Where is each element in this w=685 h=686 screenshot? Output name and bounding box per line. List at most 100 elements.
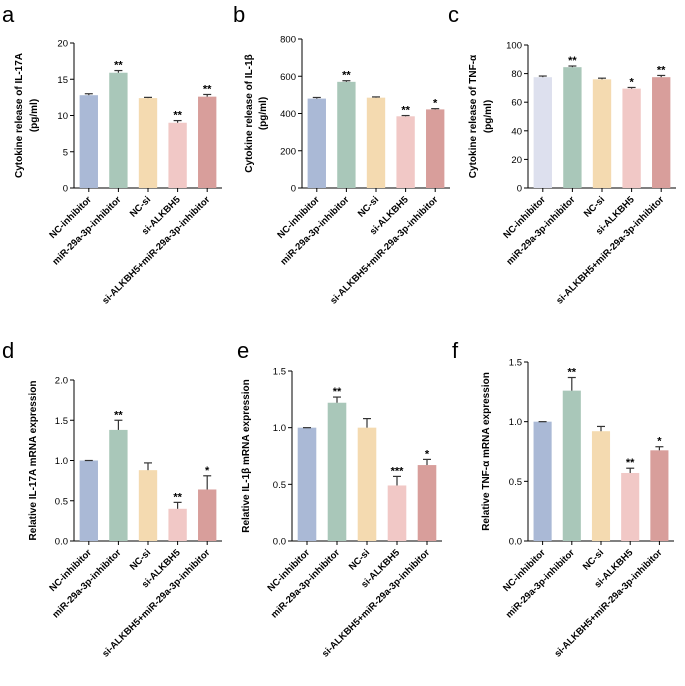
bar [650,450,669,541]
bar [426,109,445,188]
y-tick-label: 60 [511,98,522,109]
significance-label: * [433,98,438,110]
y-tick-label: 1.0 [55,456,68,467]
significance-label: ** [173,110,182,122]
panel-f: f 0.0 0.5 1.0 1.5 Relative TNF-α mRNA express… [452,338,674,659]
x-tick-label: si-ALKBH5+miR-29a-3p-inhibitor [100,194,212,306]
x-tick-label: si-ALKBH5+miR-29a-3p-inhibitor [554,194,666,306]
y-tick-label: 0.0 [273,537,286,548]
x-tick-label: si-ALKBH5+miR-29a-3p-inhibitor [320,547,432,659]
panel-d: d 0.0 0.5 1.0 1.5 2.0 Relative IL-17A mRNA exp… [2,338,222,659]
y-axis-label: Relative IL-17A mRNA expression [28,381,39,541]
bar [591,431,611,541]
bar [168,122,187,188]
bar [138,470,158,541]
y-tick-label: 15 [57,75,68,86]
y-tick-label: 5 [63,147,68,158]
y-tick-label: 600 [280,72,296,83]
y-tick-label: 20 [511,155,522,166]
y-tick-label: 0.5 [55,496,68,507]
y-tick-label: 1.5 [509,358,522,369]
y-tick-label: 2.0 [55,376,68,387]
significance-label: ** [114,409,123,421]
y-tick-label: 0.5 [509,477,522,488]
x-tick-label: si-ALKBH5+miR-29a-3p-inhibitor [552,547,664,659]
bar [366,97,386,188]
x-tick-label: NC-si [356,194,381,219]
significance-label: ** [626,457,635,469]
y-axis-label: Cytokine release of IL-17A [14,53,25,178]
y-axis-unit: (pg/ml) [258,97,269,130]
y-tick-label: 800 [280,35,296,46]
x-tick-label: NC-si [128,194,153,219]
significance-label: * [629,76,634,88]
y-tick-label: 0 [517,184,522,195]
significance-label: ** [657,64,666,76]
bar [79,95,98,188]
bar [396,116,415,188]
significance-label: ** [173,491,182,503]
bar [592,79,612,188]
panel-letter: a [2,2,15,27]
y-tick-label: 1.5 [273,367,286,378]
y-tick-label: 80 [511,69,522,80]
y-tick-label: 1.0 [273,423,286,434]
bar [198,489,217,541]
significance-label: * [425,448,430,460]
y-tick-label: 1.5 [55,416,68,427]
significance-label: ** [203,83,212,95]
bar [533,421,552,541]
x-tick-label: si-ALKBH5+miR-29a-3p-inhibitor [328,194,440,306]
significance-label: * [205,465,210,477]
panel-letter: d [2,338,14,363]
significance-label: ** [114,60,123,72]
bar [337,81,356,188]
bar [307,98,326,188]
bar [198,96,217,188]
significance-label: * [657,436,662,448]
x-tick-label: si-ALKBH5+miR-29a-3p-inhibitor [100,547,212,659]
bar [563,67,582,188]
y-tick-label: 0.0 [509,537,522,548]
y-axis-unit: (pg/ml) [29,99,40,132]
bar [138,98,158,188]
bar [79,460,98,541]
x-tick-label: NC-si [347,547,372,572]
panel-letter: c [448,2,459,27]
bar [109,429,128,541]
y-tick-label: 0 [291,184,296,195]
significance-label: ** [568,55,577,67]
y-axis-label: Cytokine release of TNF-α [468,54,479,178]
y-tick-label: 0.0 [55,537,68,548]
bar [109,72,128,188]
bar [417,465,437,541]
significance-label: *** [391,465,405,477]
y-tick-label: 10 [57,111,68,122]
panel-letter: b [233,2,245,27]
y-tick-label: 1.0 [509,417,522,428]
panel-b: b 0 200 400 600 800 Cytokine release of IL-1β(… [233,2,450,306]
bar [622,88,641,188]
y-tick-label: 20 [57,39,68,50]
y-tick-label: 0 [63,184,68,195]
y-tick-label: 100 [506,41,522,52]
panel-letter: e [237,338,249,363]
y-axis-label: Relative TNF-α mRNA expression [481,372,492,531]
bar [357,427,377,541]
panel-c: c 0 20 40 60 80 100 Cytokine release of TNF-α (p… [448,2,676,306]
panel-a: a 0 5 10 15 20 Cytokine release of IL-17A (pg/m… [2,2,222,306]
bar [562,390,581,541]
significance-label: ** [342,70,351,82]
x-tick-label: NC-si [128,547,153,572]
y-tick-label: 400 [280,109,296,120]
y-tick-label: 200 [280,146,296,157]
y-axis-label: Cytokine release of IL-1β [244,54,255,172]
bar [652,77,671,188]
y-axis-unit: (pg/ml) [483,100,494,133]
significance-label: ** [333,386,342,398]
bar [327,402,347,541]
significance-label: ** [401,105,410,117]
bar [387,485,407,541]
panel-letter: f [452,338,459,363]
